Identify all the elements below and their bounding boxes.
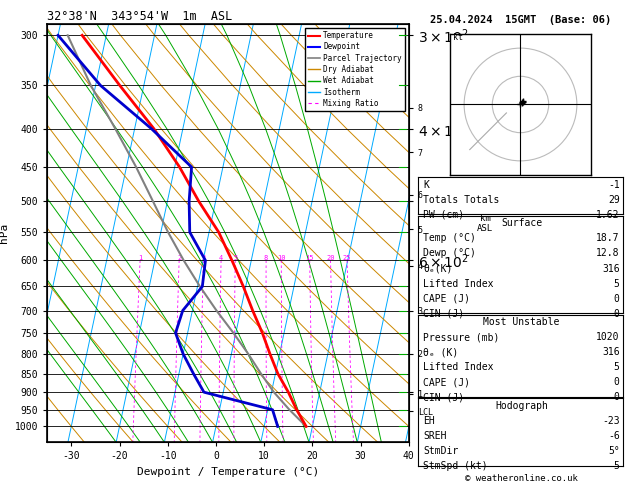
Text: Lifted Index: Lifted Index xyxy=(423,363,494,372)
Text: 0: 0 xyxy=(614,294,620,304)
Text: StmSpd (kt): StmSpd (kt) xyxy=(423,461,488,471)
Text: 12.8: 12.8 xyxy=(596,248,620,259)
Text: θₑ (K): θₑ (K) xyxy=(423,347,459,357)
Text: 8: 8 xyxy=(264,255,268,261)
Text: 0: 0 xyxy=(614,393,620,402)
Text: 5: 5 xyxy=(614,461,620,471)
Legend: Temperature, Dewpoint, Parcel Trajectory, Dry Adiabat, Wet Adiabat, Isotherm, Mi: Temperature, Dewpoint, Parcel Trajectory… xyxy=(305,28,405,111)
X-axis label: Dewpoint / Temperature (°C): Dewpoint / Temperature (°C) xyxy=(137,467,319,477)
Text: StmDir: StmDir xyxy=(423,446,459,456)
Text: kt: kt xyxy=(453,33,463,42)
Text: 18.7: 18.7 xyxy=(596,233,620,243)
Text: 0: 0 xyxy=(614,378,620,387)
Text: θₑ(K): θₑ(K) xyxy=(423,263,453,274)
Text: 25: 25 xyxy=(343,255,351,261)
Text: -6: -6 xyxy=(608,431,620,441)
Y-axis label: km
ASL: km ASL xyxy=(477,214,493,233)
Text: 316: 316 xyxy=(602,263,620,274)
Text: 15: 15 xyxy=(306,255,314,261)
Text: 5°: 5° xyxy=(608,446,620,456)
Text: Hodograph: Hodograph xyxy=(495,401,548,411)
Text: 1020: 1020 xyxy=(596,332,620,342)
Text: EH: EH xyxy=(423,416,435,426)
Text: 2: 2 xyxy=(177,255,181,261)
Text: 316: 316 xyxy=(602,347,620,357)
Text: 32°38'N  343°54'W  1m  ASL: 32°38'N 343°54'W 1m ASL xyxy=(47,10,233,23)
Text: Pressure (mb): Pressure (mb) xyxy=(423,332,499,342)
Text: CIN (J): CIN (J) xyxy=(423,393,464,402)
Text: 5: 5 xyxy=(614,363,620,372)
Text: 25.04.2024  15GMT  (Base: 06): 25.04.2024 15GMT (Base: 06) xyxy=(430,15,611,25)
Text: Temp (°C): Temp (°C) xyxy=(423,233,476,243)
Text: PW (cm): PW (cm) xyxy=(423,210,464,220)
Text: 5: 5 xyxy=(233,255,237,261)
Text: © weatheronline.co.uk: © weatheronline.co.uk xyxy=(465,474,578,484)
Y-axis label: hPa: hPa xyxy=(0,223,9,243)
Text: -23: -23 xyxy=(602,416,620,426)
Text: 1: 1 xyxy=(138,255,142,261)
Text: CAPE (J): CAPE (J) xyxy=(423,294,470,304)
Text: 3: 3 xyxy=(201,255,206,261)
Text: CAPE (J): CAPE (J) xyxy=(423,378,470,387)
Text: Totals Totals: Totals Totals xyxy=(423,195,499,205)
Text: 4: 4 xyxy=(219,255,223,261)
Text: 0: 0 xyxy=(614,309,620,319)
Text: Most Unstable: Most Unstable xyxy=(483,317,560,327)
Text: Surface: Surface xyxy=(501,218,542,228)
Text: 10: 10 xyxy=(277,255,286,261)
Text: Dewp (°C): Dewp (°C) xyxy=(423,248,476,259)
Text: K: K xyxy=(423,180,429,190)
Text: 20: 20 xyxy=(326,255,335,261)
Text: SREH: SREH xyxy=(423,431,447,441)
Text: 1.62: 1.62 xyxy=(596,210,620,220)
Text: CIN (J): CIN (J) xyxy=(423,309,464,319)
Text: 29: 29 xyxy=(608,195,620,205)
Text: 5: 5 xyxy=(614,278,620,289)
Text: -1: -1 xyxy=(608,180,620,190)
Text: Lifted Index: Lifted Index xyxy=(423,278,494,289)
